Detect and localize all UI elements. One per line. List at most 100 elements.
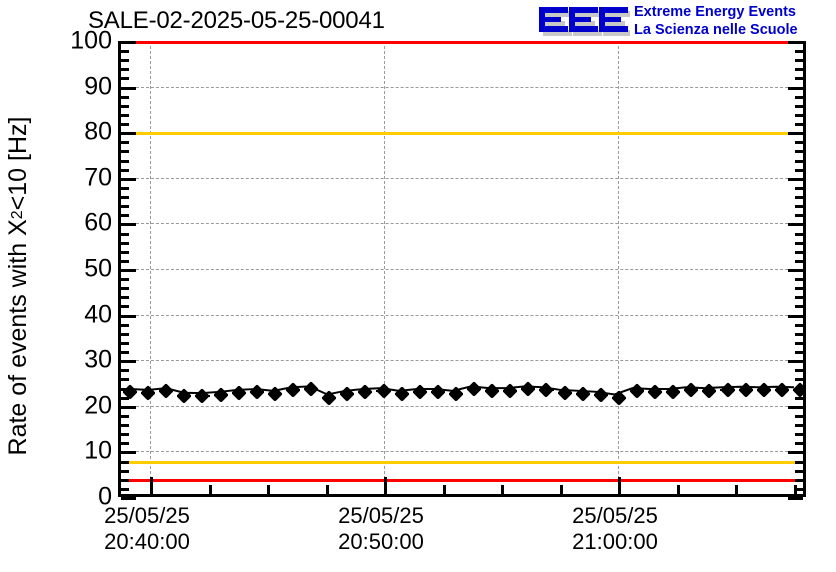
page-title: SALE-02-2025-05-25-00041 (88, 7, 385, 34)
y-axis-tick-label: 50 (84, 254, 112, 283)
y-axis-tick-right (795, 113, 803, 117)
horizontal-gridline (121, 360, 803, 362)
y-axis-tick-right (795, 168, 803, 172)
x-axis-tick (501, 485, 504, 494)
data-connector-line (129, 385, 794, 396)
y-axis-tick-right (795, 341, 803, 345)
y-axis-tick-right (795, 59, 803, 63)
y-axis-tick (121, 159, 129, 163)
x-axis-tick-label: 25/05/25 21:00:00 (572, 503, 658, 555)
y-axis-tick (121, 196, 129, 200)
y-axis-tick-right (788, 269, 803, 272)
horizontal-gridline (121, 269, 803, 270)
y-axis-tick-right (795, 487, 803, 491)
plot-area (121, 41, 803, 494)
y-axis-tick (121, 104, 129, 108)
y-axis-tick-right (795, 95, 803, 99)
x-axis-tick (676, 485, 680, 494)
y-axis-tick-right (795, 442, 803, 446)
horizontal-gridline (121, 451, 803, 453)
horizontal-gridline (121, 405, 803, 407)
y-axis-tick-label: 90 (84, 72, 112, 101)
y-axis-tick-label: 40 (84, 300, 112, 329)
y-axis-tick-right (795, 296, 803, 300)
y-axis-tick-right (795, 141, 803, 145)
y-axis-tick (121, 186, 129, 190)
y-axis-tick (121, 323, 129, 327)
y-axis-tick-right (795, 369, 803, 373)
eee-logo-letters-icon (539, 7, 630, 36)
y-axis-tick (121, 305, 129, 309)
y-axis-tick (121, 41, 136, 44)
y-axis-tick-right (788, 223, 803, 227)
y-axis-tick (121, 296, 129, 300)
y-axis-tick-right (795, 414, 803, 418)
y-axis-tick-label: 30 (84, 345, 112, 374)
lower-red-limit (121, 478, 803, 482)
y-axis-tick (121, 259, 129, 263)
y-axis-tick (121, 387, 129, 391)
y-axis-tick-right (795, 186, 803, 190)
x-axis-tick (735, 485, 738, 494)
y-axis-tick-right (788, 451, 803, 455)
y-axis-tick-right (795, 196, 803, 200)
y-axis-tick (121, 113, 129, 117)
y-axis-tick (121, 497, 136, 500)
x-axis-tick (442, 485, 446, 494)
y-axis-tick (121, 141, 129, 145)
y-axis-tick (121, 168, 129, 172)
y-axis-tick-right (795, 123, 803, 127)
y-axis-tick-label: 20 (84, 391, 112, 420)
y-axis-tick (121, 132, 136, 136)
y-axis-tick (121, 205, 129, 209)
y-axis-tick-right (795, 469, 803, 473)
x-axis-tick (793, 485, 797, 494)
plot-frame (118, 41, 806, 500)
x-axis-tick (267, 485, 270, 494)
y-axis-tick-right (788, 41, 803, 44)
y-axis-tick (121, 59, 129, 63)
y-axis-tick-label: 0 (98, 482, 112, 511)
x-axis-tick-label: 25/05/25 20:40:00 (104, 503, 190, 555)
y-axis-tick-right (788, 177, 803, 181)
y-axis-tick (121, 250, 129, 254)
y-axis-tick (121, 396, 129, 400)
y-axis-tick (121, 332, 129, 336)
y-axis-tick-right (795, 478, 803, 482)
eee-logo-line1: Extreme Energy Events (634, 4, 796, 20)
y-axis-tick (121, 123, 129, 127)
y-axis-tick-right (795, 68, 803, 72)
x-axis-tick (559, 485, 563, 494)
y-axis-tick-right (795, 150, 803, 154)
y-axis-tick-label: 70 (84, 163, 112, 192)
x-axis-tick (325, 485, 329, 494)
x-axis-tick-label: 25/05/25 20:50:00 (338, 503, 424, 555)
upper-warn-limit (121, 132, 803, 136)
upper-red-limit (121, 41, 803, 44)
y-axis-tick-right (795, 424, 803, 428)
y-axis-tick (121, 414, 129, 418)
x-axis-tick-label-time: 20:50:00 (338, 529, 424, 554)
y-axis-tick-right (795, 323, 803, 327)
y-axis-tick (121, 50, 129, 54)
y-axis-tick-right (795, 433, 803, 437)
horizontal-gridline (121, 314, 803, 316)
y-axis-tick (121, 278, 129, 282)
x-axis-tick (150, 477, 153, 494)
y-axis-tick-right (795, 387, 803, 391)
y-axis-tick (121, 150, 129, 154)
y-axis-tick-right (788, 405, 803, 409)
y-axis-tick (121, 287, 129, 291)
y-axis-tick-right (795, 159, 803, 163)
y-axis-tick (121, 95, 129, 99)
y-axis-tick (121, 351, 129, 355)
y-axis-tick (121, 442, 129, 446)
y-axis-tick (121, 177, 136, 181)
y-axis-tick (121, 269, 136, 272)
y-axis-tick (121, 86, 136, 90)
y-axis-tick (121, 405, 136, 409)
y-axis-tick (121, 241, 129, 245)
x-axis-tick-label-date: 25/05/25 (572, 503, 658, 528)
y-axis-tick (121, 68, 129, 72)
y-axis-tick (121, 424, 129, 428)
